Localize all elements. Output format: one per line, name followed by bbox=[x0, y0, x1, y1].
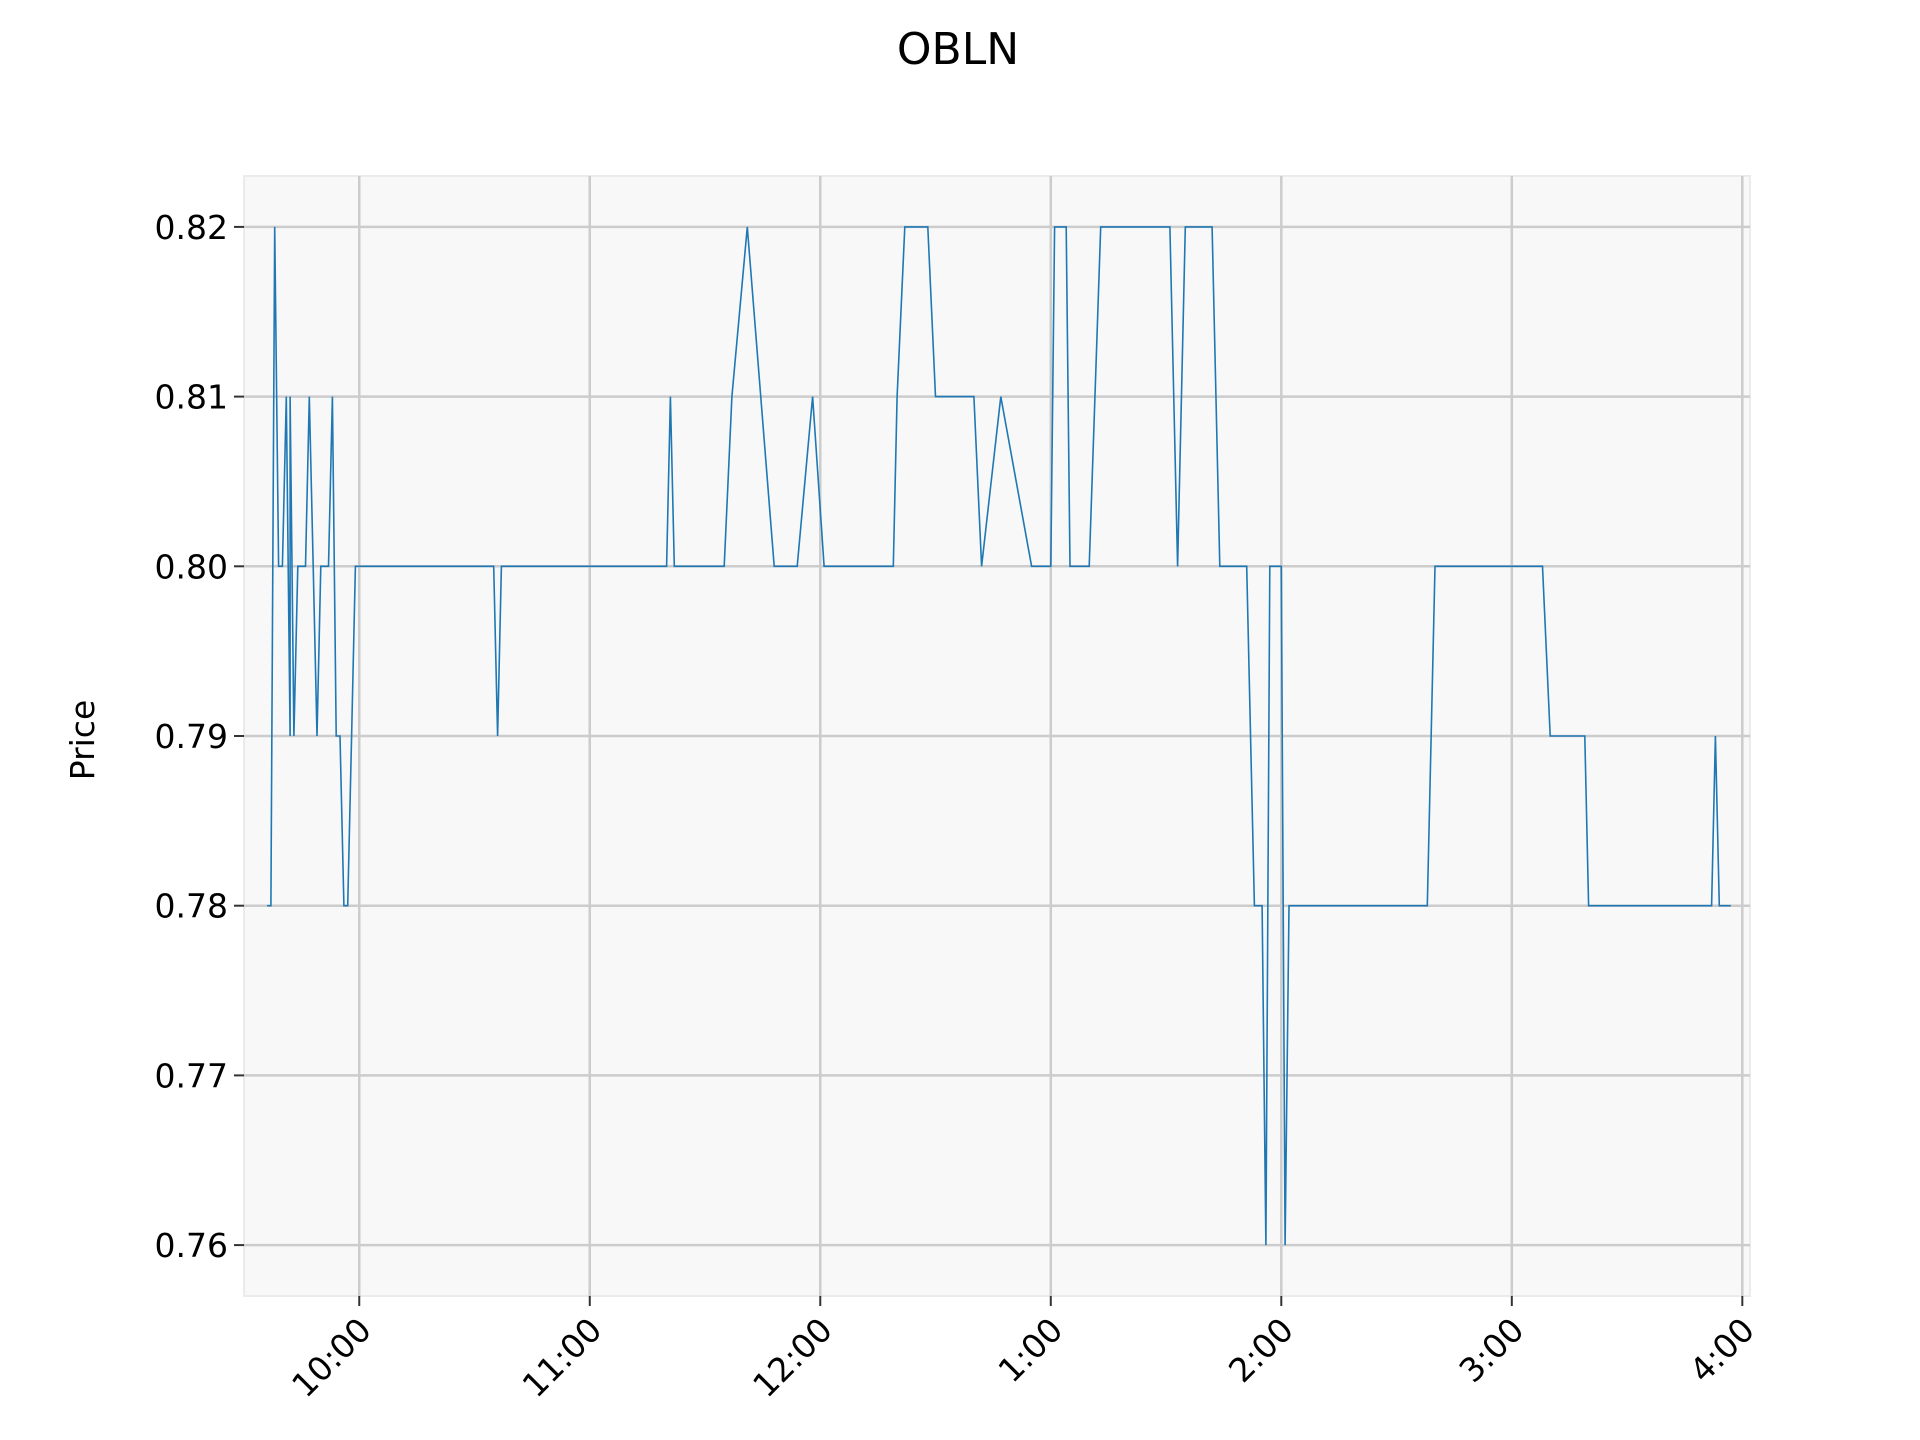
x-tick-label: 4:00 bbox=[1682, 1310, 1762, 1390]
y-tick-label: 0.82 bbox=[155, 208, 228, 247]
series-group bbox=[267, 226, 1731, 1246]
x-tick-label: 11:00 bbox=[515, 1310, 610, 1405]
y-axis-ticks: 0.76 0.77 0.78 0.79 0.80 0.81 0.82 bbox=[155, 208, 244, 1265]
y-tick-label: 0.79 bbox=[155, 717, 228, 756]
x-tick-label: 1:00 bbox=[990, 1310, 1070, 1390]
y-tick-label: 0.77 bbox=[155, 1056, 228, 1095]
x-tick-label: 2:00 bbox=[1221, 1310, 1301, 1390]
x-tick-label: 12:00 bbox=[745, 1310, 840, 1405]
x-axis-ticks: 10:00 11:00 12:00 1:00 2:00 3:00 4:00 bbox=[284, 1296, 1762, 1405]
x-tick-label: 3:00 bbox=[1451, 1310, 1531, 1390]
y-tick-label: 0.78 bbox=[155, 887, 228, 926]
series-line bbox=[267, 226, 1731, 1246]
x-tick-label: 10:00 bbox=[284, 1310, 379, 1405]
chart-title: OBLN bbox=[897, 24, 1019, 75]
gridlines bbox=[244, 176, 1750, 1296]
y-tick-label: 0.80 bbox=[155, 547, 228, 586]
y-tick-label: 0.76 bbox=[155, 1226, 228, 1265]
y-tick-label: 0.81 bbox=[155, 378, 228, 417]
y-axis-label: Price bbox=[63, 700, 102, 781]
